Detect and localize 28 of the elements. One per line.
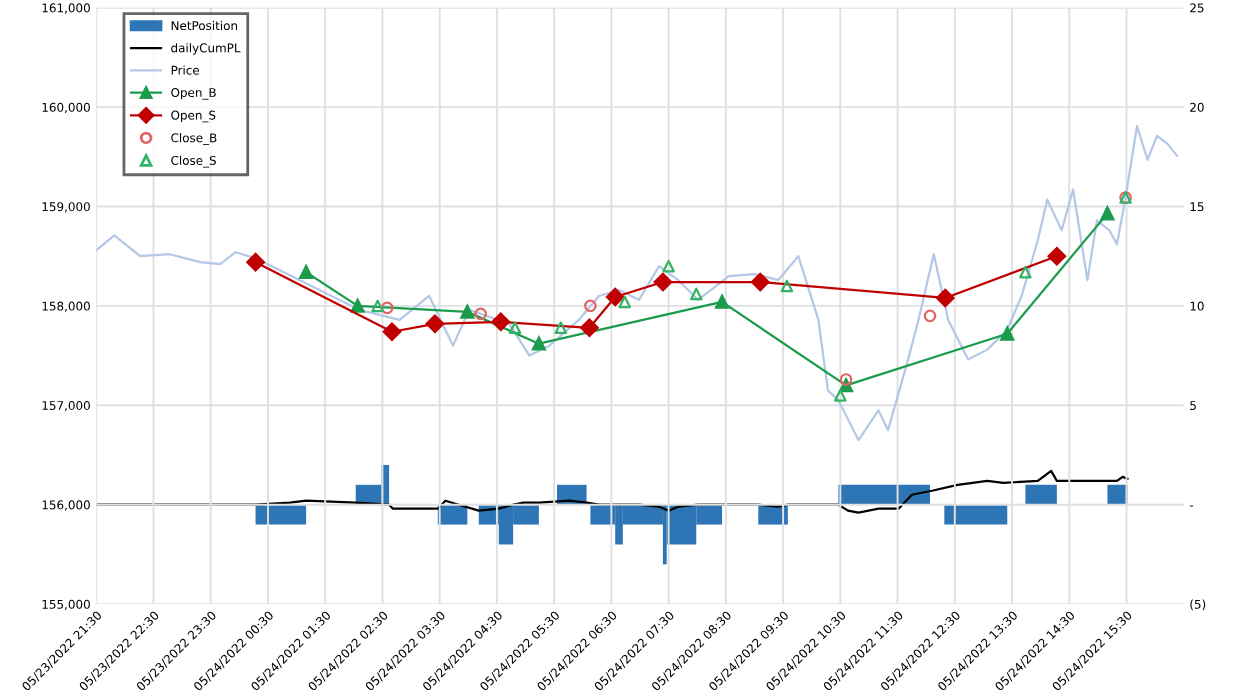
point: [1100, 206, 1115, 221]
point: [554, 321, 568, 335]
point: [1000, 326, 1015, 341]
point: [508, 321, 522, 335]
line-series: [96, 124, 1179, 442]
point: [371, 299, 384, 313]
point: [382, 322, 402, 341]
point: [246, 252, 265, 272]
point: [618, 295, 632, 309]
point: [491, 312, 510, 332]
point: [839, 378, 853, 393]
point: [425, 314, 445, 334]
point: [1047, 246, 1067, 266]
point: [689, 287, 703, 301]
point: [715, 294, 729, 309]
point: [936, 288, 955, 308]
point: [834, 389, 847, 402]
point: [780, 279, 794, 293]
point: [350, 298, 365, 313]
point: [580, 318, 599, 338]
point: [531, 336, 546, 351]
point: [460, 304, 475, 319]
point: [662, 259, 675, 273]
point: [1019, 265, 1032, 279]
point: [750, 272, 770, 292]
point: [653, 272, 673, 292]
point: [605, 287, 625, 307]
point: [299, 265, 314, 280]
